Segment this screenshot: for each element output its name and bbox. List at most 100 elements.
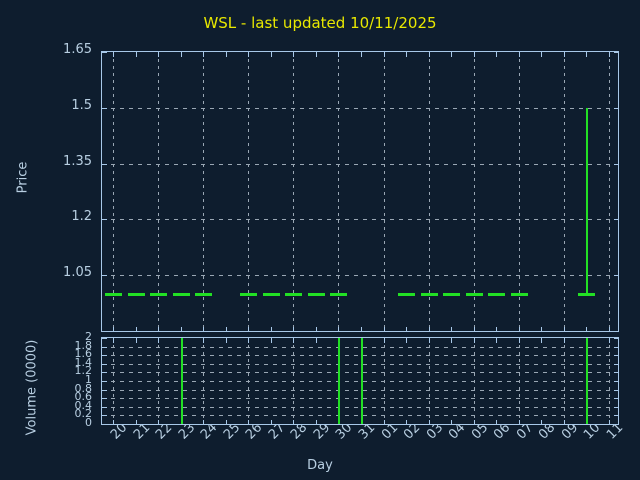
price-bar-close (173, 293, 190, 296)
volume-tick-label: 1.2 (74, 364, 93, 378)
price-axis-tick (203, 327, 204, 331)
price-gridline-h (102, 219, 618, 220)
price-axis-tick (316, 52, 317, 57)
price-bar-close (240, 293, 257, 296)
price-tick-label: 1.65 (63, 42, 92, 57)
price-axis-tick (361, 327, 362, 331)
price-axis-tick (338, 327, 339, 331)
price-tick-label: 1.2 (71, 209, 92, 225)
volume-axis-tick (158, 420, 159, 424)
price-gridline-v (248, 52, 249, 331)
price-axis-tick (338, 52, 339, 57)
price-axis-tick (451, 327, 452, 331)
volume-axis-tick (226, 420, 227, 424)
price-tick-label: 1.5 (71, 97, 92, 113)
price-axis-tick (316, 327, 317, 331)
price-gridline-v (564, 52, 565, 331)
volume-axis-tick (113, 338, 114, 343)
price-bar-close (421, 293, 438, 296)
volume-gridline-h (102, 407, 618, 408)
price-axis-tick (541, 327, 542, 331)
volume-tick-label: 0.6 (74, 390, 93, 404)
price-axis-tick (102, 164, 107, 165)
price-axis-tick (496, 327, 497, 331)
volume-gridline-h (102, 372, 618, 373)
price-axis-tick (519, 52, 520, 57)
price-axis-tick (519, 327, 520, 331)
volume-axis-tick (614, 355, 618, 356)
price-gridline-v (293, 52, 294, 331)
volume-axis-tick (271, 420, 272, 424)
price-axis-tick (564, 327, 565, 331)
price-axis-tick (102, 52, 107, 53)
price-axis-tick (293, 52, 294, 57)
volume-axis-tick (102, 347, 107, 348)
volume-axis-tick (406, 338, 407, 343)
volume-axis-tick (316, 420, 317, 424)
price-gridline-v (474, 52, 475, 331)
price-axis-tick (158, 52, 159, 57)
price-bar-close (263, 293, 280, 296)
price-bar-close (398, 293, 415, 296)
volume-axis-tick (102, 415, 107, 416)
volume-gridline-h (102, 381, 618, 382)
price-axis-tick (271, 327, 272, 331)
volume-axis-tick (451, 338, 452, 343)
volume-gridline-h (102, 347, 618, 348)
volume-axis-tick (102, 407, 107, 408)
volume-axis-tick (614, 364, 618, 365)
volume-axis-tick (406, 420, 407, 424)
volume-axis-tick (429, 338, 430, 343)
price-bar-close (578, 293, 595, 296)
volume-axis-tick (614, 338, 618, 339)
price-axis-tick (429, 327, 430, 331)
volume-axis-tick (384, 420, 385, 424)
volume-axis-tick (614, 381, 618, 382)
price-tick-label: 1.35 (63, 153, 92, 169)
volume-axis-tick (102, 390, 107, 391)
volume-axis-tick (519, 338, 520, 343)
price-axis-tick (384, 327, 385, 331)
price-axis-tick (181, 327, 182, 331)
volume-axis-tick (614, 398, 618, 399)
volume-axis-tick (102, 381, 107, 382)
volume-axis-tick (614, 372, 618, 373)
price-axis-tick (614, 164, 618, 165)
volume-bar (181, 338, 183, 424)
volume-axis-tick (203, 420, 204, 424)
price-gridline-v (384, 52, 385, 331)
volume-axis-tick (248, 338, 249, 343)
volume-plot-area (101, 337, 619, 425)
price-gridline-v (429, 52, 430, 331)
price-axis-tick (248, 327, 249, 331)
price-axis-tick (181, 52, 182, 57)
volume-axis-tick (113, 420, 114, 424)
price-bar-close (466, 293, 483, 296)
volume-axis-tick (102, 398, 107, 399)
price-gridline-h (102, 164, 618, 165)
volume-axis-tick (102, 364, 107, 365)
price-axis-tick (586, 327, 587, 331)
price-axis-tick (102, 275, 107, 276)
price-axis-tick (406, 52, 407, 57)
price-gridline-v (113, 52, 114, 331)
price-tick-label: 1.05 (63, 265, 92, 281)
volume-axis-tick (203, 338, 204, 343)
price-bar-close (285, 293, 302, 296)
volume-axis-tick (541, 420, 542, 424)
volume-tick-label: 0.2 (74, 407, 93, 421)
price-bar-close (511, 293, 528, 296)
price-axis-tick (203, 52, 204, 57)
volume-axis-tick (102, 355, 107, 356)
price-axis-tick (496, 52, 497, 57)
price-axis-tick (451, 52, 452, 57)
volume-axis-tick (519, 420, 520, 424)
volume-axis-tick (293, 338, 294, 343)
volume-axis-tick (614, 407, 618, 408)
price-axis-tick (614, 219, 618, 220)
volume-tick-label: 1.8 (74, 338, 93, 352)
price-gridline-v (203, 52, 204, 331)
volume-axis-tick (614, 390, 618, 391)
volume-axis-tick (609, 420, 610, 424)
